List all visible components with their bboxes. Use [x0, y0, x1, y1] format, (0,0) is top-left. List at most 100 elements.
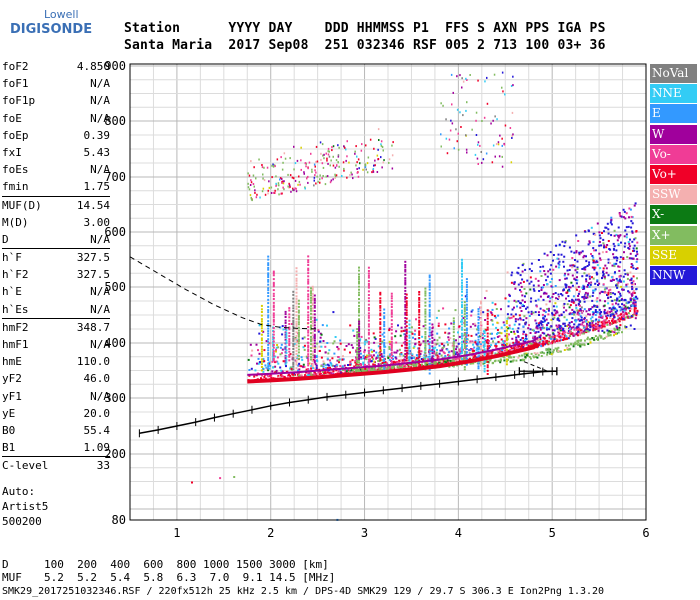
echo-point	[583, 343, 586, 346]
echo-point	[568, 288, 571, 291]
echo-point	[563, 302, 566, 305]
echo-point	[325, 175, 327, 178]
echo-point	[618, 299, 621, 302]
echo-point	[363, 367, 366, 370]
echo-point	[418, 297, 421, 299]
echo-point	[545, 303, 548, 306]
param-row: h`F2 327.5	[2, 266, 110, 283]
echo-point	[374, 337, 377, 340]
echo-point	[292, 304, 295, 307]
echo-point	[510, 356, 513, 359]
echo-point	[568, 290, 571, 292]
echo-point	[310, 338, 312, 341]
echo-point	[610, 310, 613, 313]
echo-point	[310, 301, 312, 304]
echo-point	[289, 367, 292, 370]
echo-point	[475, 333, 478, 336]
echo-point	[588, 240, 591, 243]
echo-point	[477, 313, 480, 316]
echo-point	[401, 359, 404, 362]
echo-point	[284, 357, 287, 359]
echo-point	[582, 256, 585, 259]
echo-point	[518, 314, 521, 317]
echo-point	[307, 267, 310, 270]
echo-point	[447, 338, 450, 341]
echo-point	[588, 261, 591, 264]
echo-point	[505, 329, 508, 332]
echo-point	[502, 344, 505, 347]
echo-point	[634, 303, 637, 306]
echo-point	[486, 345, 489, 348]
echo-point	[390, 325, 393, 328]
echo-point	[528, 356, 531, 358]
echo-point	[292, 361, 295, 364]
echo-point	[456, 359, 459, 362]
echo-point	[408, 319, 411, 322]
echo-point	[558, 339, 561, 342]
echo-point	[573, 251, 576, 254]
echo-point	[554, 302, 557, 305]
echo-point	[282, 186, 284, 189]
echo-point	[289, 366, 292, 369]
echo-point	[329, 372, 332, 375]
echo-point	[428, 349, 431, 352]
echo-point	[630, 226, 633, 229]
param-value: 0.39	[83, 128, 111, 142]
echo-point	[363, 370, 366, 373]
echo-point	[598, 241, 601, 243]
echo-point	[590, 324, 593, 327]
echo-point	[313, 163, 316, 166]
echo-point	[571, 266, 574, 269]
echo-point	[461, 290, 463, 293]
echo-point	[310, 358, 312, 361]
echo-point	[367, 358, 370, 361]
echo-point	[261, 374, 264, 377]
echo-point	[523, 295, 526, 298]
echo-point	[383, 345, 386, 348]
echo-point	[367, 297, 370, 300]
echo-point	[520, 344, 523, 346]
y-tick-label: 900	[104, 59, 126, 73]
param-row: hmE 110.0	[2, 353, 110, 370]
echo-point	[389, 343, 392, 346]
echo-point	[345, 148, 347, 151]
echo-point	[452, 351, 455, 354]
echo-point	[292, 307, 295, 310]
echo-point	[511, 137, 513, 139]
echo-point	[367, 355, 370, 358]
echo-point	[305, 375, 308, 377]
echo-point	[424, 301, 427, 304]
echo-point	[566, 291, 569, 294]
echo-point	[618, 320, 621, 323]
echo-point	[443, 352, 446, 355]
echo-point	[635, 230, 638, 233]
echo-point	[538, 290, 541, 292]
echo-point	[437, 309, 440, 312]
echo-point	[380, 359, 383, 362]
echo-point	[277, 188, 279, 191]
echo-point	[477, 367, 480, 370]
echo-point	[475, 111, 478, 114]
echo-point	[550, 318, 553, 321]
legend-item: X-	[650, 205, 697, 225]
echo-point	[553, 341, 556, 344]
echo-point	[602, 267, 605, 270]
echo-point	[605, 287, 608, 290]
echo-point	[618, 314, 621, 317]
echo-point	[617, 291, 620, 294]
echo-point	[607, 334, 610, 337]
echo-point	[375, 351, 378, 354]
echo-point	[356, 347, 359, 349]
echo-point	[284, 319, 287, 322]
echo-point	[611, 318, 614, 321]
echo-point	[636, 250, 638, 253]
echo-point	[465, 353, 468, 356]
echo-point	[369, 358, 372, 361]
echo-point	[307, 272, 310, 275]
param-divider	[2, 456, 110, 458]
echo-point	[590, 226, 593, 229]
echo-point	[359, 363, 362, 366]
echo-point	[376, 171, 379, 173]
echo-point	[446, 348, 449, 351]
echo-point	[388, 327, 391, 330]
